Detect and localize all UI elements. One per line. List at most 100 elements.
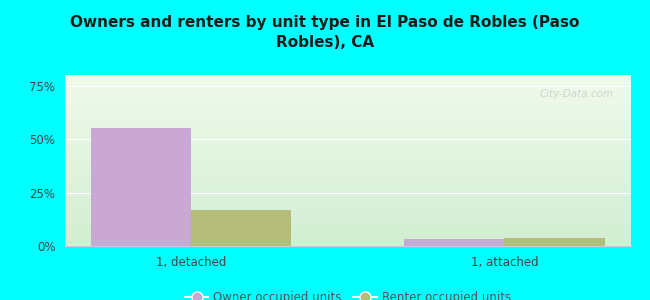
Bar [65, 242, 630, 243]
Bar [65, 166, 630, 167]
Bar [65, 140, 630, 141]
Bar [65, 162, 630, 163]
Bar [65, 206, 630, 207]
Bar [65, 226, 630, 227]
Bar [65, 185, 630, 186]
Bar [65, 229, 630, 230]
Bar [65, 225, 630, 226]
Bar [65, 93, 630, 94]
Bar [65, 223, 630, 224]
Bar [65, 88, 630, 89]
Bar [65, 161, 630, 162]
Bar [65, 91, 630, 92]
Bar [65, 148, 630, 149]
Bar [65, 118, 630, 119]
Bar [65, 176, 630, 177]
Bar [65, 168, 630, 169]
Bar [65, 190, 630, 191]
Bar [65, 238, 630, 239]
Bar [65, 122, 630, 123]
Bar [65, 189, 630, 190]
Bar [65, 85, 630, 86]
Bar [65, 194, 630, 195]
Bar [65, 239, 630, 240]
Bar [65, 118, 630, 119]
Bar [65, 144, 630, 145]
Bar [65, 139, 630, 140]
Bar [65, 211, 630, 212]
Bar [65, 96, 630, 97]
Bar [65, 133, 630, 134]
Bar [65, 121, 630, 122]
Bar [65, 82, 630, 83]
Bar [65, 76, 630, 77]
Bar [65, 142, 630, 143]
Bar [65, 197, 630, 198]
Bar [65, 228, 630, 229]
Bar [65, 111, 630, 112]
Bar [65, 240, 630, 241]
Bar [65, 86, 630, 87]
Bar [65, 126, 630, 127]
Bar [65, 245, 630, 246]
Bar [65, 217, 630, 218]
Bar [65, 183, 630, 184]
Bar [65, 160, 630, 161]
Bar [65, 95, 630, 96]
Bar [65, 222, 630, 223]
Bar [65, 164, 630, 165]
Bar [65, 241, 630, 242]
Bar [65, 159, 630, 160]
Bar [65, 89, 630, 90]
Bar [65, 207, 630, 208]
Bar [65, 200, 630, 201]
Bar [65, 152, 630, 153]
Bar [65, 94, 630, 95]
Bar [65, 196, 630, 197]
Text: Owners and renters by unit type in El Paso de Robles (Paso
Robles), CA: Owners and renters by unit type in El Pa… [70, 15, 580, 50]
Bar [65, 204, 630, 205]
Bar [65, 177, 630, 178]
Bar [65, 235, 630, 236]
Bar [65, 116, 630, 117]
Bar [65, 243, 630, 244]
Bar [65, 153, 630, 154]
Bar [65, 214, 630, 215]
Bar [65, 125, 630, 126]
Bar [65, 84, 630, 85]
Bar [65, 221, 630, 222]
Bar [65, 244, 630, 245]
Bar [65, 218, 630, 219]
Bar [65, 92, 630, 93]
Bar [65, 181, 630, 182]
Bar [65, 127, 630, 128]
Bar [65, 212, 630, 213]
Bar [65, 132, 630, 133]
Bar [65, 98, 630, 99]
Bar [65, 143, 630, 144]
Bar [65, 77, 630, 78]
Bar [504, 238, 604, 246]
Bar [65, 169, 630, 170]
Bar [65, 135, 630, 136]
Bar [65, 186, 630, 187]
Bar [65, 215, 630, 216]
Bar [65, 110, 630, 111]
Bar [65, 102, 630, 103]
Bar [65, 138, 630, 139]
Bar [65, 120, 630, 121]
Bar [65, 129, 630, 130]
Bar [65, 158, 630, 159]
Bar [65, 231, 630, 232]
Bar [65, 90, 630, 91]
Bar [65, 123, 630, 124]
Bar [65, 220, 630, 221]
Bar [65, 79, 630, 80]
Bar [65, 136, 630, 137]
Bar [65, 97, 630, 98]
Bar [65, 201, 630, 202]
Bar [65, 105, 630, 106]
Bar [65, 146, 630, 147]
Bar [65, 167, 630, 168]
Bar [65, 101, 630, 102]
